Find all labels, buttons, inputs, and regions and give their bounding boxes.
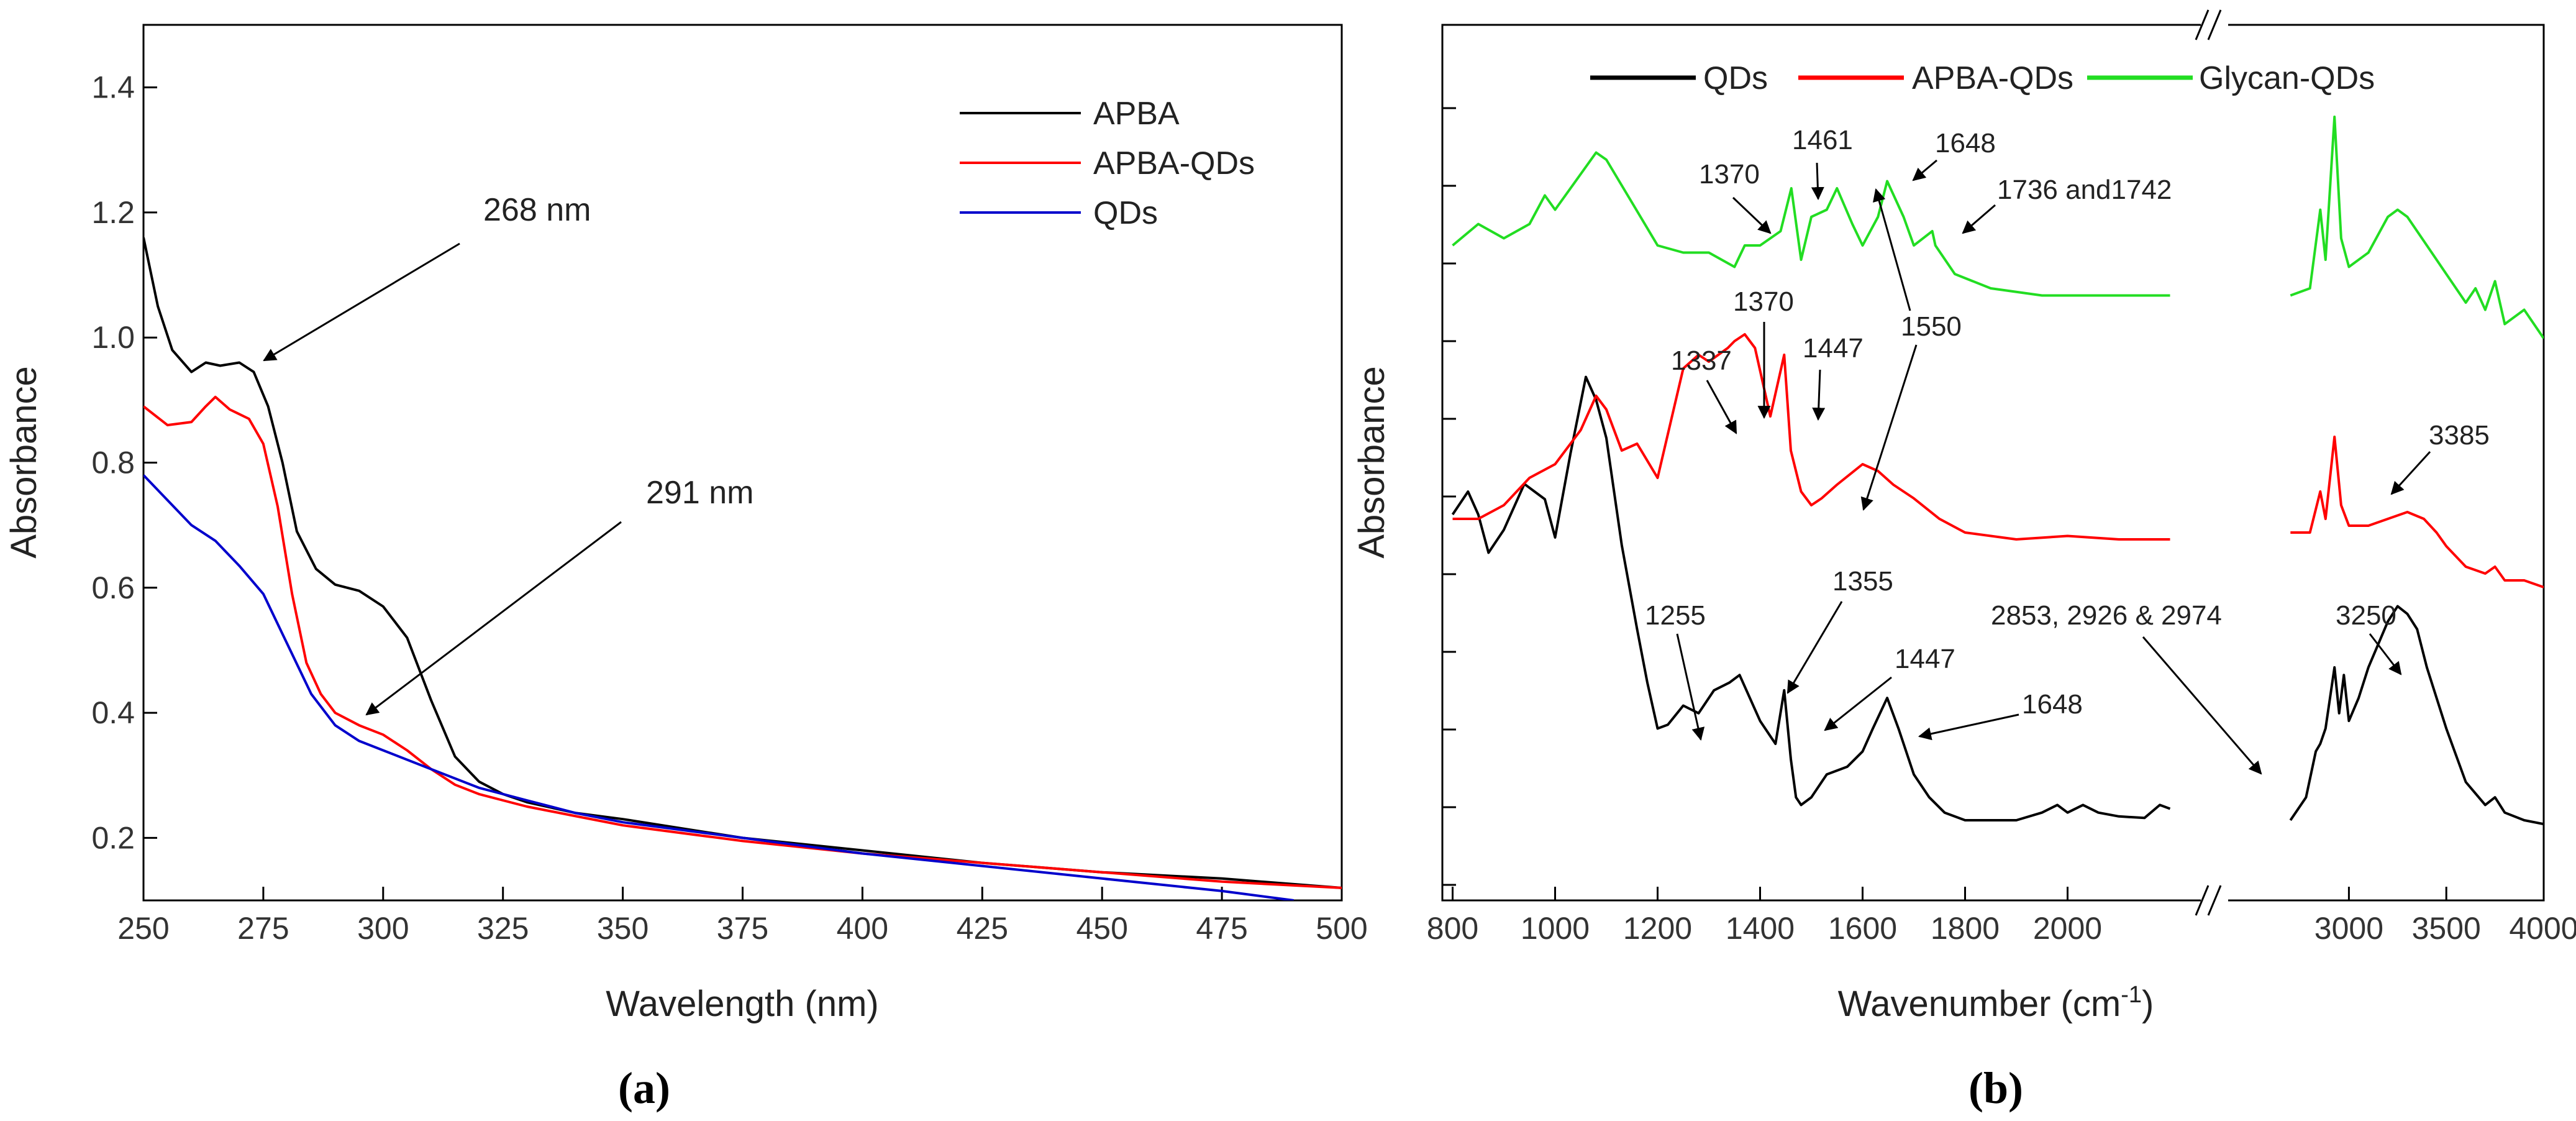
legend-label-apba-qds-b: APBA-QDs: [1912, 60, 2073, 96]
annotation-268nm: 268 nm: [483, 192, 591, 228]
axis-break-marks: [2195, 9, 2222, 916]
series-line-glycan-qds-left: [1452, 151, 2170, 297]
ann-r-1337: 1337: [1671, 345, 1732, 376]
series-line-qds-right: [2289, 605, 2544, 826]
chart-a-ticks: 250 275 300 325 350 375 400 425 450 475 500 0.2 0.4 0…: [91, 70, 1367, 946]
y-tick-label: 0.4: [91, 695, 135, 730]
series-line-apba-qds-left: [1452, 333, 2170, 541]
legend-label-apba-qds: APBA-QDs: [1093, 145, 1255, 181]
y-tick-label: 0.6: [91, 570, 135, 605]
chart-b-xlabel: Wavenumber (cm-1): [1838, 982, 2154, 1024]
series-line-glycan-qds-right: [2290, 116, 2544, 339]
x-tick-label: 350: [597, 911, 649, 946]
x-tick-label: 3000: [2314, 911, 2383, 946]
ann-r-1447: 1447: [1803, 333, 1864, 364]
x-tick-label: 3500: [2412, 911, 2481, 946]
series-line-apba-qds-right: [2290, 436, 2544, 588]
legend-label-qds-b: QDs: [1703, 60, 1768, 96]
series-line-qds: [143, 474, 1295, 900]
legend-label-glycan-qds: Glycan-QDs: [2199, 60, 2375, 96]
ann-k-3250: 3250: [2336, 600, 2396, 631]
arrow-268nm: [263, 242, 460, 362]
y-tick-label: 0.8: [91, 446, 135, 480]
ann-g-1736: 1736 and1742: [1997, 175, 2172, 205]
x-tick-label: 400: [837, 911, 888, 946]
ann-k-1447: 1447: [1895, 644, 1955, 674]
series-line-apba-qds: [143, 395, 1342, 889]
ann-k-1255: 1255: [1645, 600, 1706, 631]
chart-b: 800 1000 1200 1400 1600 1800 2000 3000 3500 4000 …: [1352, 9, 2576, 1113]
x-tick-label: 450: [1076, 911, 1127, 946]
x-tick-label: 375: [717, 911, 768, 946]
chart-a-lines: [143, 237, 1342, 900]
annotation-291nm: 291 nm: [646, 475, 753, 511]
x-tick-label: 500: [1316, 911, 1367, 946]
chart-b-lines: [1451, 116, 2544, 826]
ann-k-1648: 1648: [2022, 689, 2083, 720]
arrow-291nm: [365, 521, 622, 716]
x-tick-label: 1800: [1931, 911, 2000, 946]
x-tick-label: 2000: [2033, 911, 2102, 946]
chart-b-ticks: 800 1000 1200 1400 1600 1800 2000 3000 3500 4000: [1427, 107, 2576, 946]
series-line-apba: [143, 237, 1342, 889]
legend-label-qds: QDs: [1093, 195, 1158, 231]
chart-b-legend: QDs APBA-QDs Glycan-QDs: [1590, 60, 2375, 96]
x-tick-label: 800: [1427, 911, 1478, 946]
x-tick-label: 1200: [1623, 911, 1692, 946]
x-tick-label: 1600: [1828, 911, 1897, 946]
chart-a-ylabel: Absorbance: [4, 366, 44, 559]
series-line-qds-left: [1451, 375, 2171, 821]
y-tick-label: 0.2: [91, 820, 135, 855]
panel-label-a: (a): [618, 1063, 670, 1113]
x-tick-label: 325: [477, 911, 529, 946]
ann-g-1370: 1370: [1699, 159, 1760, 190]
x-tick-label: 1400: [1726, 911, 1795, 946]
ann-k-2853: 2853, 2926 & 2974: [1991, 600, 2222, 631]
x-tick-label: 275: [237, 911, 289, 946]
x-tick-label: 4000: [2509, 911, 2576, 946]
ann-g-1461: 1461: [1792, 125, 1853, 155]
ann-g-1550: 1550: [1901, 311, 1962, 342]
panel-label-b: (b): [1968, 1063, 2023, 1113]
y-tick-label: 1.2: [91, 195, 135, 230]
y-tick-label: 1.4: [91, 70, 135, 105]
legend-label-apba: APBA: [1093, 96, 1180, 132]
y-tick-label: 1.0: [91, 320, 135, 355]
x-tick-label: 250: [117, 911, 169, 946]
chart-b-annotations: 1370 1461 1648 1736 and1742 1550 1337 13…: [1645, 125, 2490, 775]
x-tick-label: 475: [1196, 911, 1247, 946]
x-tick-label: 425: [957, 911, 1008, 946]
ann-r-3385: 3385: [2429, 420, 2490, 451]
chart-a-legend: APBA APBA-QDs QDs: [960, 96, 1255, 231]
chart-b-ylabel: Absorbance: [1352, 366, 1392, 559]
x-tick-label: 300: [357, 911, 409, 946]
ann-r-1370: 1370: [1733, 286, 1794, 317]
x-tick-label: 1000: [1521, 911, 1590, 946]
chart-a-xlabel: Wavelength (nm): [606, 984, 878, 1024]
ann-g-1648: 1648: [1935, 128, 1996, 158]
ann-k-1355: 1355: [1832, 566, 1893, 597]
chart-a: 250 275 300 325 350 375 400 425 450 475 500 0.2 0.4 0…: [4, 24, 1368, 1113]
chart-b-frame: [1441, 24, 2545, 902]
